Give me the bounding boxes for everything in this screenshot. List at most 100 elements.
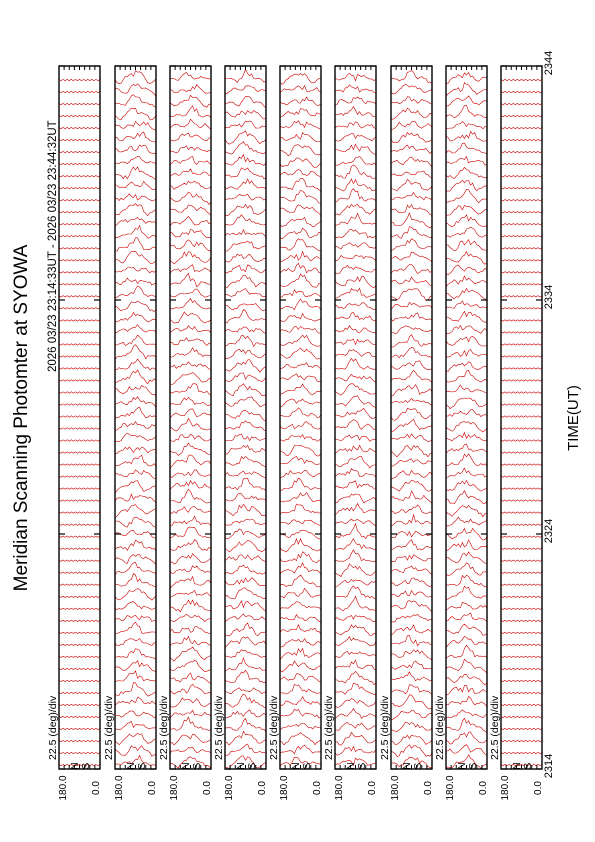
x-tick-label: 2334: [543, 285, 555, 309]
scan-trace: [58, 115, 101, 118]
scan-trace: [334, 579, 377, 587]
scan-trace: [114, 648, 157, 660]
scan-trace: [390, 530, 433, 539]
scan-trace: [334, 156, 377, 166]
time-span-label: 2026 03/23 23:14:33UT - 2026 03/23 23:44…: [47, 120, 59, 372]
scan-trace: [58, 643, 101, 646]
scan-trace: [58, 139, 101, 142]
scan-trace: [334, 373, 377, 383]
y-axis-min-label: 0.0: [312, 781, 323, 795]
scan-trace: [114, 107, 157, 121]
y-axis-max-label: 180.0: [390, 775, 401, 800]
scan-trace: [445, 673, 488, 686]
scan-trace: [500, 439, 543, 442]
scan-trace: [390, 635, 432, 647]
scan-trace: [445, 562, 488, 576]
scan-trace: [334, 242, 377, 250]
scan-trace: [335, 338, 377, 346]
scan-trace: [279, 444, 322, 457]
scan-trace: [279, 491, 322, 503]
scan-trace: [445, 636, 488, 648]
scan-trace: [224, 693, 266, 708]
scan-trace: [58, 583, 101, 586]
scan-trace: [169, 488, 212, 504]
scan-panel: 180.0 0.0 N S 22.5 (deg)/div: [434, 65, 489, 801]
scan-trace: [58, 511, 101, 514]
scan-trace: [391, 600, 433, 613]
scan-trace: [58, 535, 101, 538]
scan-trace: [445, 300, 488, 309]
scan-trace: [58, 499, 101, 502]
scan-trace: [500, 379, 543, 382]
scan-trace: [169, 433, 212, 442]
scan-trace: [114, 588, 157, 601]
scan-trace: [224, 253, 267, 263]
scan-trace: [58, 283, 101, 286]
scan-trace: [58, 727, 101, 730]
scan-trace: [279, 157, 322, 169]
scan-trace: [279, 613, 322, 623]
scan-trace: [279, 723, 322, 731]
scan-trace: [169, 337, 212, 346]
scan-trace: [169, 683, 212, 695]
scan-trace: [500, 127, 543, 130]
scan-trace: [334, 444, 377, 455]
scan-trace: [390, 131, 433, 144]
scan-trace: [58, 211, 101, 214]
scan-trace: [500, 499, 543, 502]
scan-trace: [390, 445, 433, 458]
scan-trace: [500, 139, 543, 142]
scan-trace: [390, 384, 433, 397]
scan-trace: [279, 732, 322, 746]
scan-trace: [445, 155, 488, 166]
scan-trace: [500, 727, 543, 730]
scan-trace: [169, 84, 212, 94]
scan-trace: [169, 396, 212, 407]
scan-trace: [500, 259, 543, 262]
scan-trace: [390, 577, 433, 587]
x-axis-label: TIME(UT): [565, 385, 582, 451]
scan-trace: [224, 503, 267, 517]
scan-trace: [114, 266, 157, 274]
scan-trace: [224, 178, 267, 190]
scan-trace: [114, 300, 157, 312]
scan-trace: [114, 131, 157, 143]
scan-trace: [169, 575, 212, 589]
scan-trace: [58, 403, 101, 406]
scan-trace: [58, 235, 101, 238]
scan-trace: [390, 107, 433, 120]
scan-trace: [500, 151, 543, 154]
scan-trace: [224, 455, 267, 468]
scan-trace: [445, 709, 488, 719]
scan-trace: [224, 193, 267, 201]
scan-trace: [390, 660, 433, 670]
scan-trace: [279, 298, 322, 311]
scan-trace: [114, 285, 157, 298]
scan-trace: [224, 309, 267, 324]
scan-trace: [500, 367, 543, 370]
scan-trace: [169, 599, 212, 613]
scan-trace: [445, 443, 488, 454]
scan-trace: [445, 623, 487, 636]
scan-trace: [279, 421, 322, 430]
scan-trace: [500, 451, 543, 454]
scan-trace: [279, 227, 322, 240]
scan-trace: [279, 84, 322, 93]
scan-trace: [224, 528, 267, 540]
scan-trace: [500, 739, 543, 743]
scan-trace: [445, 336, 488, 347]
scan-trace: [224, 613, 267, 622]
scan-trace: [334, 254, 377, 262]
scan-trace: [114, 120, 157, 131]
scan-trace: [279, 551, 322, 563]
scan-trace: [224, 470, 267, 479]
scan-trace: [279, 477, 322, 491]
scan-trace: [58, 619, 101, 622]
scan-trace: [279, 537, 322, 553]
scan-trace: [169, 417, 212, 432]
scan-trace: [114, 573, 157, 588]
panel-axis-letter: N: [126, 762, 137, 769]
scan-trace: [58, 463, 101, 466]
scan-trace: [169, 251, 212, 265]
scan-trace: [390, 288, 433, 301]
